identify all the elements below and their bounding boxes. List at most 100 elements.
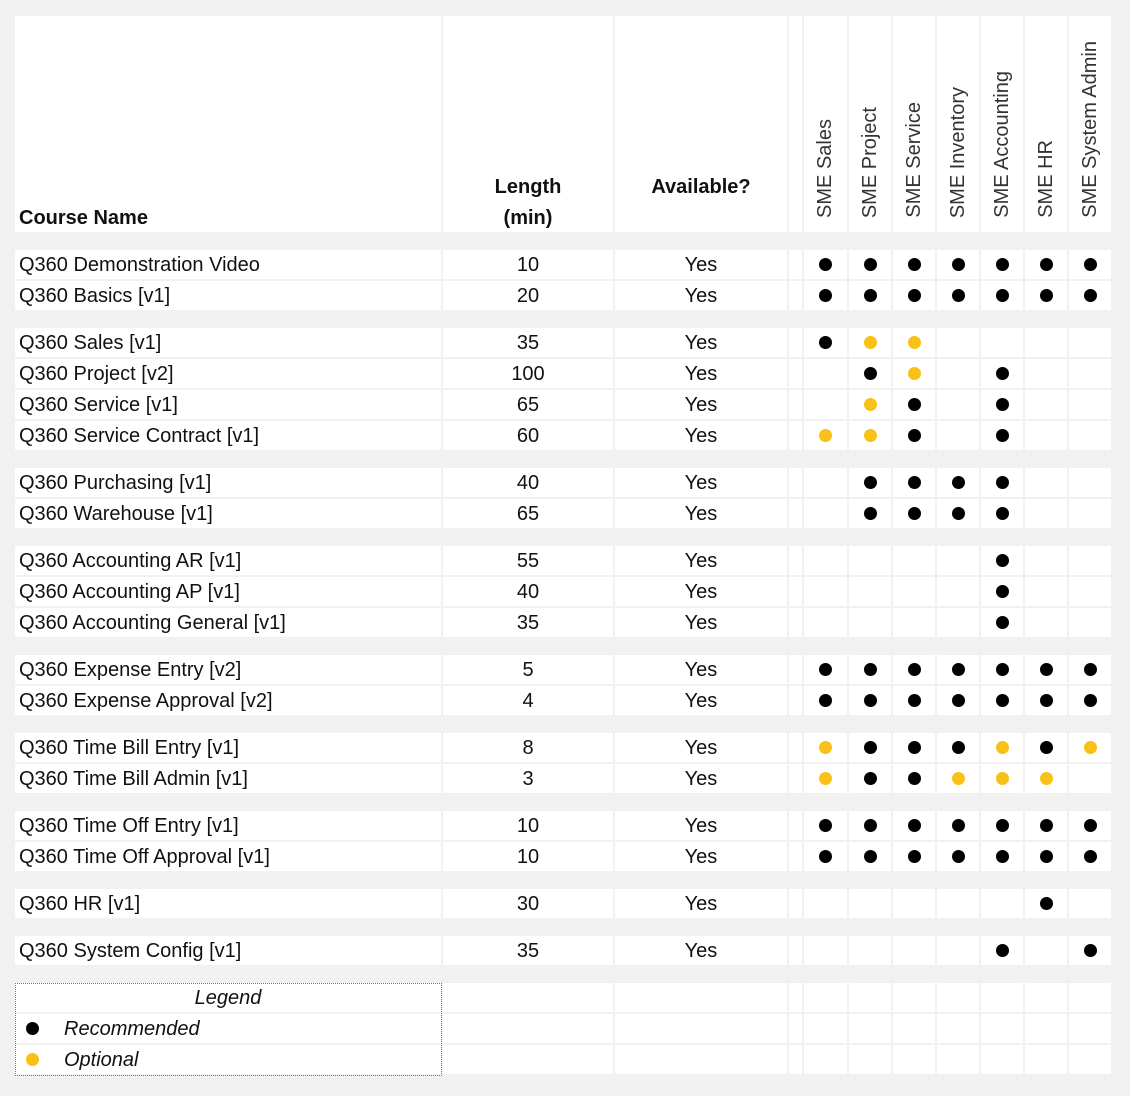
table-cell xyxy=(893,546,935,575)
course-name: Q360 HR [v1] xyxy=(19,893,141,915)
table-cell xyxy=(1069,328,1111,357)
legend-cell xyxy=(804,1014,847,1043)
course-length: 8 xyxy=(522,737,534,759)
table-cell xyxy=(1025,936,1067,965)
course-name: Q360 Time Off Approval [v1] xyxy=(19,846,270,868)
course-available: Yes xyxy=(684,332,718,354)
table-cell xyxy=(15,546,441,575)
recommended-dot xyxy=(863,507,877,520)
recommended-dot xyxy=(995,554,1009,567)
table-cell xyxy=(804,359,847,388)
course-length: 65 xyxy=(516,503,540,525)
table-cell xyxy=(443,811,613,840)
recommended-dot xyxy=(951,507,965,520)
recommended-dot xyxy=(907,289,921,302)
role-header-label: SME Service xyxy=(902,102,925,218)
table-cell xyxy=(804,468,847,497)
course-length: 10 xyxy=(516,846,540,868)
course-name: Q360 Basics [v1] xyxy=(19,285,171,307)
recommended-dot xyxy=(995,398,1009,411)
table-cell xyxy=(893,889,935,918)
table-cell xyxy=(804,577,847,606)
course-name: Q360 Demonstration Video xyxy=(19,254,260,276)
recommended-dot xyxy=(863,819,877,832)
course-name: Q360 Warehouse [v1] xyxy=(19,503,213,525)
table-cell xyxy=(804,936,847,965)
optional-dot xyxy=(907,367,921,380)
table-cell xyxy=(789,936,802,965)
table-cell xyxy=(937,328,979,357)
table-cell xyxy=(849,546,891,575)
role-header-label: SME HR xyxy=(1034,140,1057,218)
table-cell xyxy=(1069,608,1111,637)
table-cell xyxy=(15,733,441,762)
recommended-dot xyxy=(1083,819,1097,832)
table-cell xyxy=(937,390,979,419)
role-header-2: SME Project xyxy=(858,16,882,218)
table-cell xyxy=(789,328,802,357)
recommended-dot xyxy=(907,819,921,832)
table-cell xyxy=(443,281,613,310)
recommended-dot xyxy=(819,289,832,302)
table-cell xyxy=(615,686,787,715)
recommended-dot xyxy=(907,258,921,271)
legend-cell xyxy=(1069,1014,1111,1043)
course-available: Yes xyxy=(684,550,718,572)
recommended-dot xyxy=(819,258,832,271)
table-cell xyxy=(15,421,441,450)
legend-cell xyxy=(981,1045,1023,1074)
table-cell xyxy=(1069,764,1111,793)
course-available: Yes xyxy=(684,893,718,915)
table-cell xyxy=(615,421,787,450)
course-available: Yes xyxy=(684,815,718,837)
table-cell xyxy=(443,328,613,357)
recommended-dot xyxy=(907,507,921,520)
table-cell xyxy=(849,889,891,918)
course-name: Q360 Time Bill Entry [v1] xyxy=(19,737,240,759)
table-cell xyxy=(443,655,613,684)
table-cell xyxy=(1069,390,1111,419)
table-cell xyxy=(15,328,441,357)
optional-dot xyxy=(907,336,921,349)
legend-cell xyxy=(15,1014,441,1043)
recommended-dot xyxy=(995,429,1009,442)
recommended-dot xyxy=(819,336,832,349)
table-cell xyxy=(789,421,802,450)
table-cell xyxy=(937,889,979,918)
legend-cell xyxy=(937,983,979,1012)
table-cell xyxy=(15,281,441,310)
course-available: Yes xyxy=(684,285,718,307)
table-cell xyxy=(804,390,847,419)
table-cell xyxy=(789,546,802,575)
recommended-dot xyxy=(951,476,965,489)
recommended-dot xyxy=(1083,289,1097,302)
recommended-dot xyxy=(951,258,965,271)
course-length: 55 xyxy=(516,550,540,572)
course-length: 35 xyxy=(516,940,540,962)
recommended-dot xyxy=(907,429,921,442)
recommended-dot xyxy=(863,694,877,707)
table-cell xyxy=(615,468,787,497)
table-cell xyxy=(789,250,802,279)
recommended-dot xyxy=(1083,663,1097,676)
table-cell xyxy=(615,811,787,840)
header-cell xyxy=(937,16,979,232)
header-cell xyxy=(849,16,891,232)
legend-cell xyxy=(893,983,935,1012)
optional-dot xyxy=(1083,741,1097,754)
legend-cell xyxy=(1069,983,1111,1012)
table-cell xyxy=(15,655,441,684)
header-cell xyxy=(615,16,787,232)
header-cell xyxy=(15,16,441,232)
table-cell xyxy=(443,546,613,575)
recommended-dot xyxy=(863,741,877,754)
table-cell xyxy=(15,608,441,637)
table-cell xyxy=(15,499,441,528)
course-available: Yes xyxy=(684,768,718,790)
legend-cell xyxy=(937,1045,979,1074)
table-cell xyxy=(789,390,802,419)
recommended-dot xyxy=(1083,258,1097,271)
course-length: 35 xyxy=(516,612,540,634)
legend-cell xyxy=(615,983,787,1012)
recommended-dot xyxy=(863,367,877,380)
